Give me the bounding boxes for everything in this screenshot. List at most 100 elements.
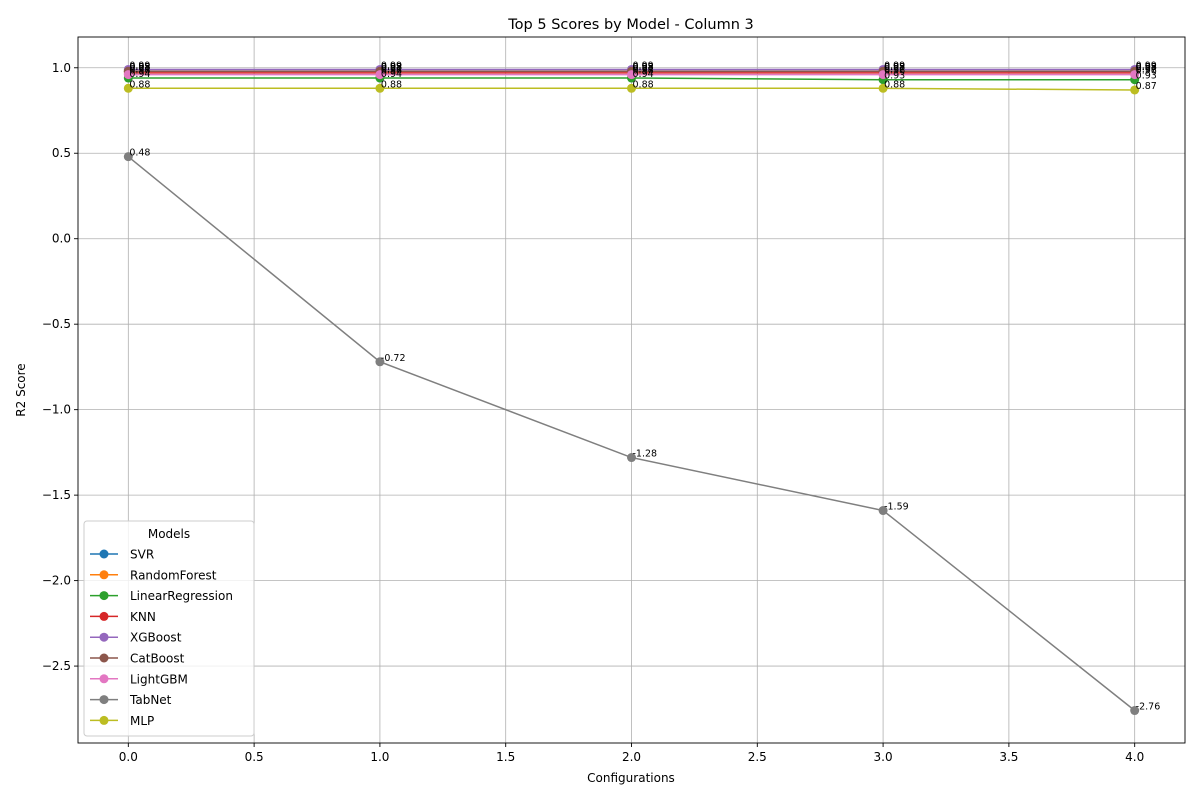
y-tick-label: 0.5	[52, 146, 71, 160]
legend-marker	[99, 591, 109, 601]
legend-marker	[99, 632, 109, 642]
plot-series	[123, 64, 1140, 716]
data-label: 0.98	[884, 62, 905, 73]
data-label: 0.97	[1136, 64, 1157, 75]
y-tick-label: −1.0	[42, 403, 71, 417]
data-point	[627, 83, 636, 93]
data-label: 0.96	[884, 66, 905, 77]
data-label: -1.28	[633, 449, 658, 460]
legend-marker	[99, 653, 109, 663]
y-tick-label: −2.0	[42, 574, 71, 588]
legend-label: RandomForest	[130, 568, 217, 582]
data-label: 0.98	[129, 62, 150, 73]
x-tick-label: 1.5	[496, 750, 515, 764]
legend-item: LinearRegression	[90, 589, 233, 603]
legend-item: MLP	[90, 714, 154, 728]
y-tick-label: 1.0	[52, 61, 71, 75]
data-label: 0.98	[633, 62, 654, 73]
series-mlp	[123, 83, 1140, 95]
x-axis-ticks: 0.0 0.5 1.0 1.5 2.0 2.5 3.0 3.5 4.0	[119, 743, 1144, 764]
legend-label: XGBoost	[130, 631, 182, 645]
legend-label: TabNet	[129, 693, 172, 707]
legend-label: CatBoost	[130, 652, 185, 666]
data-label: 0.99	[1136, 60, 1157, 71]
data-label: -1.59	[884, 502, 909, 513]
data-point	[627, 70, 636, 80]
data-point	[123, 152, 133, 162]
data-label: 0.98	[129, 62, 150, 73]
x-tick-label: 2.0	[622, 750, 641, 764]
legend-item: TabNet	[90, 693, 172, 707]
data-label: -2.76	[1136, 702, 1161, 713]
series-lightgbm	[123, 70, 1140, 80]
data-point	[375, 70, 385, 80]
data-point	[878, 70, 888, 80]
data-label: 0.94	[381, 69, 402, 80]
data-label: 0.96	[381, 66, 402, 77]
legend-label: MLP	[130, 714, 154, 728]
y-axis-label: R2 Score	[14, 363, 28, 416]
legend-item: LightGBM	[90, 672, 188, 686]
series-tabnet	[123, 152, 1140, 716]
x-axis-label: Configurations	[587, 771, 675, 785]
data-label: 0.98	[884, 62, 905, 73]
data-label: 0.98	[381, 62, 402, 73]
y-tick-label: −1.5	[42, 488, 71, 502]
data-point	[878, 83, 888, 93]
data-labels: 0.98 0.98 0.98 0.98 0.980.98 0.98 0.98 0.98 0.98…	[129, 60, 1160, 712]
y-axis-ticks: −2.5 −2.0 −1.5 −1.0 −0.5 0.0 0.5 1.0	[42, 61, 78, 673]
data-label: 0.88	[129, 79, 150, 90]
data-point	[1130, 70, 1140, 80]
legend-box	[83, 520, 255, 737]
data-label: 0.97	[381, 64, 402, 75]
chart-title: Top 5 Scores by Model - Column 3	[507, 17, 753, 33]
data-label: 0.98	[1136, 62, 1157, 73]
x-tick-label: 3.0	[874, 750, 893, 764]
data-label: 0.93	[884, 71, 905, 82]
legend-marker	[99, 695, 109, 705]
legend-items: SVR RandomForest LinearRegression KNN XGBoos…	[90, 548, 233, 728]
data-point	[375, 357, 385, 367]
data-label: 0.97	[633, 64, 654, 75]
data-label: 0.88	[381, 79, 402, 90]
data-label: 0.98	[381, 62, 402, 73]
data-label: 0.98	[129, 62, 150, 73]
legend-marker	[99, 715, 109, 725]
data-label: 0.96	[129, 66, 150, 77]
legend-label: KNN	[130, 610, 156, 624]
y-tick-label: −0.5	[42, 317, 71, 331]
data-label: 0.88	[884, 79, 905, 90]
legend-label: LinearRegression	[130, 589, 233, 603]
y-tick-label: 0.0	[52, 232, 71, 246]
legend-marker	[99, 674, 109, 684]
legend-item: XGBoost	[90, 631, 182, 645]
data-label: 0.87	[1136, 81, 1157, 92]
data-label: 0.93	[1136, 71, 1157, 82]
data-label: 0.99	[633, 60, 654, 71]
x-tick-label: 4.0	[1125, 750, 1144, 764]
x-tick-label: 0.5	[245, 750, 264, 764]
data-label: 0.99	[129, 60, 150, 71]
data-label: 0.98	[884, 62, 905, 73]
data-label: 0.99	[884, 60, 905, 71]
x-tick-label: 3.5	[999, 750, 1018, 764]
data-label: 0.94	[129, 69, 150, 80]
legend-item: KNN	[90, 610, 156, 624]
data-point	[1130, 706, 1140, 716]
data-label: 0.48	[129, 148, 150, 159]
x-tick-label: 0.0	[119, 750, 138, 764]
legend: Models SVR RandomForest LinearRegression KN…	[83, 520, 255, 737]
data-label: 0.94	[633, 69, 654, 80]
data-point	[375, 83, 385, 93]
data-label: 0.98	[1136, 62, 1157, 73]
legend-marker	[99, 570, 109, 580]
legend-item: RandomForest	[90, 568, 217, 582]
data-label: 0.98	[1136, 62, 1157, 73]
data-point	[627, 453, 636, 463]
legend-item: CatBoost	[90, 652, 185, 666]
data-label: 0.98	[633, 62, 654, 73]
x-tick-label: 1.0	[370, 750, 389, 764]
data-label: 0.97	[129, 64, 150, 75]
legend-label: SVR	[130, 548, 154, 562]
data-label: 0.96	[633, 66, 654, 77]
